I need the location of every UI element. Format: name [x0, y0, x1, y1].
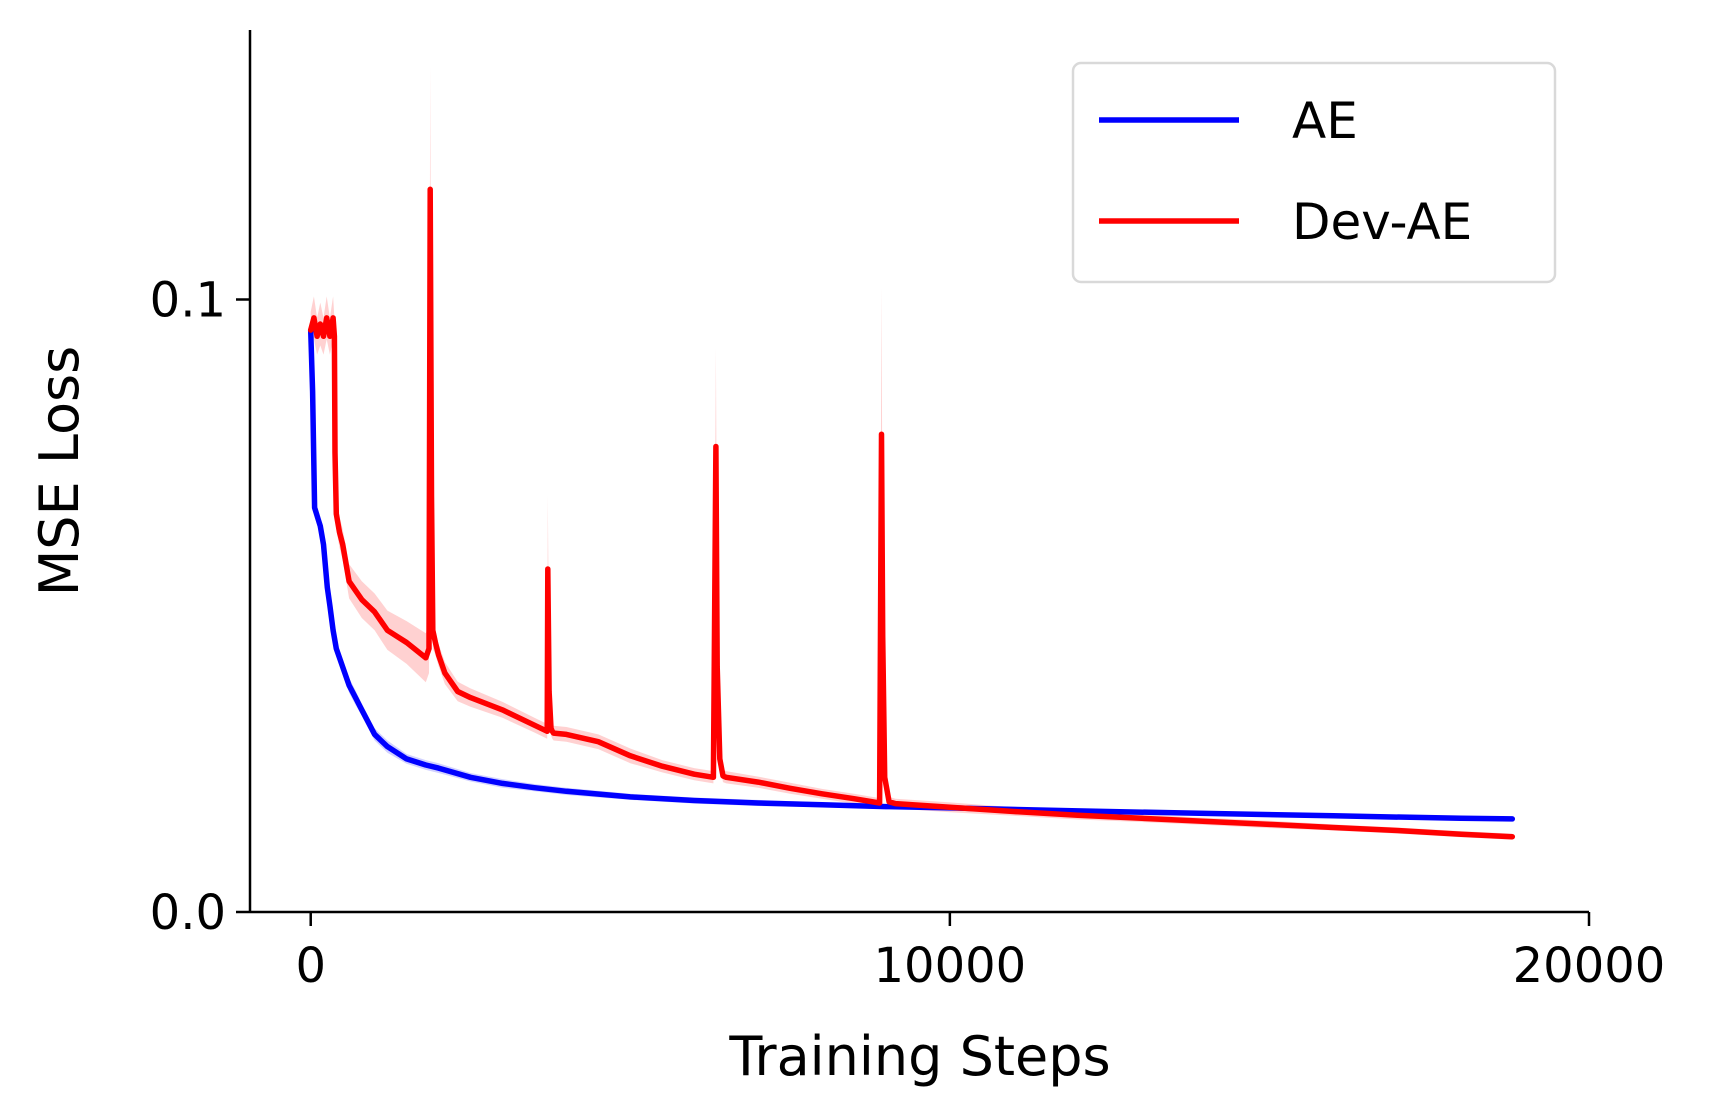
- legend-label-ae: AE: [1292, 92, 1358, 150]
- band-ae: [310, 320, 1513, 821]
- x-tick-label: 10000: [874, 938, 1027, 994]
- y-axis-label: MSE Loss: [28, 346, 91, 597]
- y-ticks: 0.0 0.1: [150, 273, 250, 941]
- x-tick-label: 0: [295, 938, 326, 994]
- x-tick-label: 20000: [1513, 938, 1666, 994]
- line-dev-ae: [307, 186, 1516, 840]
- series-lines: [307, 186, 1516, 840]
- x-axis-label: Training Steps: [728, 1025, 1110, 1088]
- legend-label-dev-ae: Dev-AE: [1292, 193, 1472, 251]
- x-ticks: 0 10000 20000: [295, 912, 1665, 994]
- y-tick-label: 0.0: [150, 885, 226, 941]
- legend: AE Dev-AE: [1071, 61, 1557, 284]
- confidence-bands: [310, 66, 1513, 840]
- line-ae: [307, 327, 1516, 822]
- y-tick-label: 0.1: [150, 273, 226, 329]
